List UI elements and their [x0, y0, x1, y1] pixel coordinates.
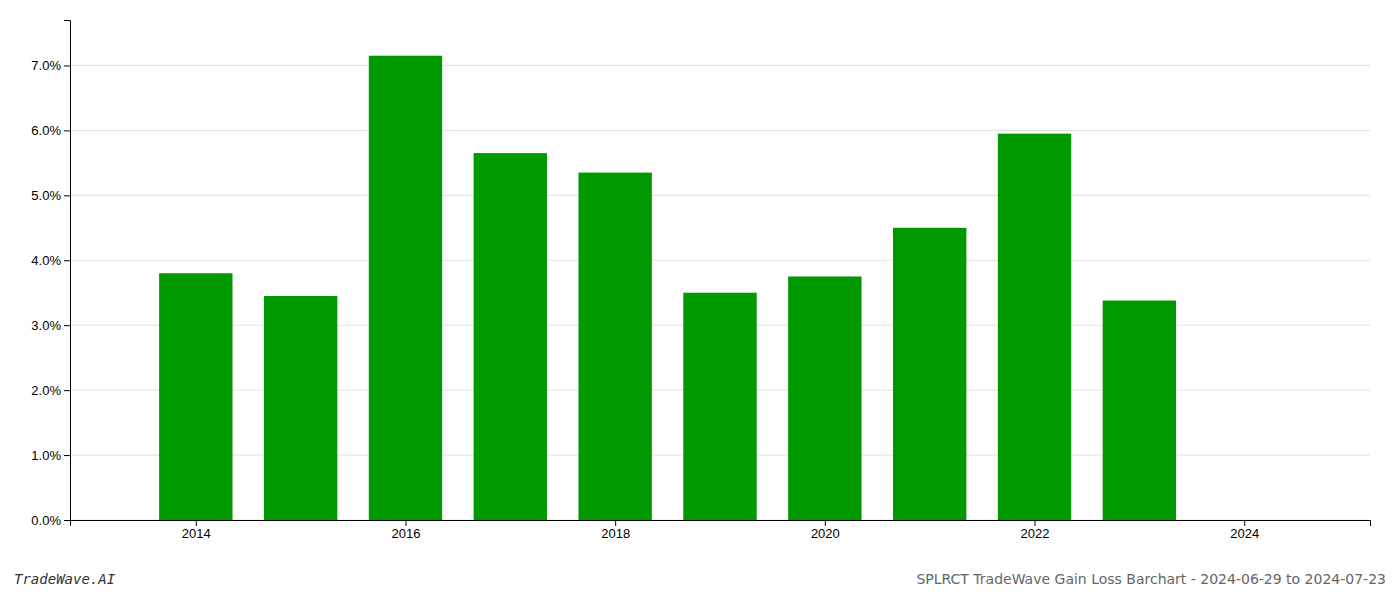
y-tick-label: 1.0%: [31, 448, 61, 463]
y-tick-label: 0.0%: [31, 513, 61, 528]
chart: 0.0% 1.0% 2.0% 3.0% 4.0% 5.0% 6.0% 7.0% 2014 2016…: [0, 0, 1400, 600]
y-tick-mark: [64, 520, 70, 521]
bar: [998, 134, 1071, 520]
y-tick: 3.0%: [31, 318, 70, 333]
x-tick-mark: [405, 520, 406, 526]
x-tick-label: 2022: [1021, 526, 1050, 541]
grid-line: [70, 195, 1370, 196]
bar: [264, 296, 337, 520]
x-tick-mark: [196, 520, 197, 526]
y-tick-mark: [64, 195, 70, 196]
bar: [159, 273, 232, 520]
y-tick: 1.0%: [31, 448, 70, 463]
grid: [70, 65, 1370, 520]
bar: [893, 228, 966, 520]
y-tick-mark: [64, 130, 70, 131]
x-tick: 2016: [392, 520, 421, 541]
y-tick-mark: [64, 65, 70, 66]
x-tick-mark: [615, 520, 616, 526]
x-tick: 2020: [811, 520, 840, 541]
x-tick-label: 2014: [182, 526, 211, 541]
y-tick: 6.0%: [31, 123, 70, 138]
y-tick-label: 5.0%: [31, 188, 61, 203]
y-tick: 4.0%: [31, 253, 70, 268]
y-tick-label: 6.0%: [31, 123, 61, 138]
x-tick: 2018: [601, 520, 630, 541]
plot: 0.0% 1.0% 2.0% 3.0% 4.0% 5.0% 6.0% 7.0% 2014 2016…: [31, 21, 1370, 542]
y-axis-line: [64, 21, 71, 521]
bar: [474, 153, 547, 520]
x-axis-line: [71, 521, 1371, 527]
y-axis: 0.0% 1.0% 2.0% 3.0% 4.0% 5.0% 6.0% 7.0%: [31, 21, 70, 528]
y-tick-label: 2.0%: [31, 383, 61, 398]
y-tick: 0.0%: [31, 513, 70, 528]
bar: [788, 276, 861, 520]
title: SPLRCT TradeWave Gain Loss Barchart - 20…: [916, 571, 1386, 587]
y-tick-mark: [64, 390, 70, 391]
x-tick: 2022: [1021, 520, 1050, 541]
x-tick-mark: [1244, 520, 1245, 526]
y-tick-label: 3.0%: [31, 318, 61, 333]
x-tick-label: 2024: [1230, 526, 1259, 541]
bar: [369, 56, 442, 520]
grid-line: [70, 260, 1370, 261]
bar: [578, 173, 651, 520]
bar: [683, 293, 756, 520]
y-tick: 5.0%: [31, 188, 70, 203]
x-tick: 2014: [182, 520, 211, 541]
x-tick-label: 2016: [392, 526, 421, 541]
y-tick-mark: [64, 455, 70, 456]
x-axis: 2014 2016 2018 2020 2022 2024: [71, 520, 1371, 541]
y-tick-mark: [64, 325, 70, 326]
grid-line: [70, 130, 1370, 131]
y-tick: 2.0%: [31, 383, 70, 398]
y-tick-label: 4.0%: [31, 253, 61, 268]
grid-line: [70, 65, 1370, 66]
x-tick-label: 2018: [601, 526, 630, 541]
y-tick: 7.0%: [31, 58, 70, 73]
footer-text: TradeWave.AI: [14, 571, 116, 587]
x-tick-label: 2020: [811, 526, 840, 541]
y-tick-mark: [64, 260, 70, 261]
bar: [1103, 301, 1176, 520]
x-tick-mark: [825, 520, 826, 526]
y-tick-label: 7.0%: [31, 58, 61, 73]
x-tick-mark: [1035, 520, 1036, 526]
bars: [159, 56, 1176, 520]
x-tick: 2024: [1230, 520, 1259, 541]
